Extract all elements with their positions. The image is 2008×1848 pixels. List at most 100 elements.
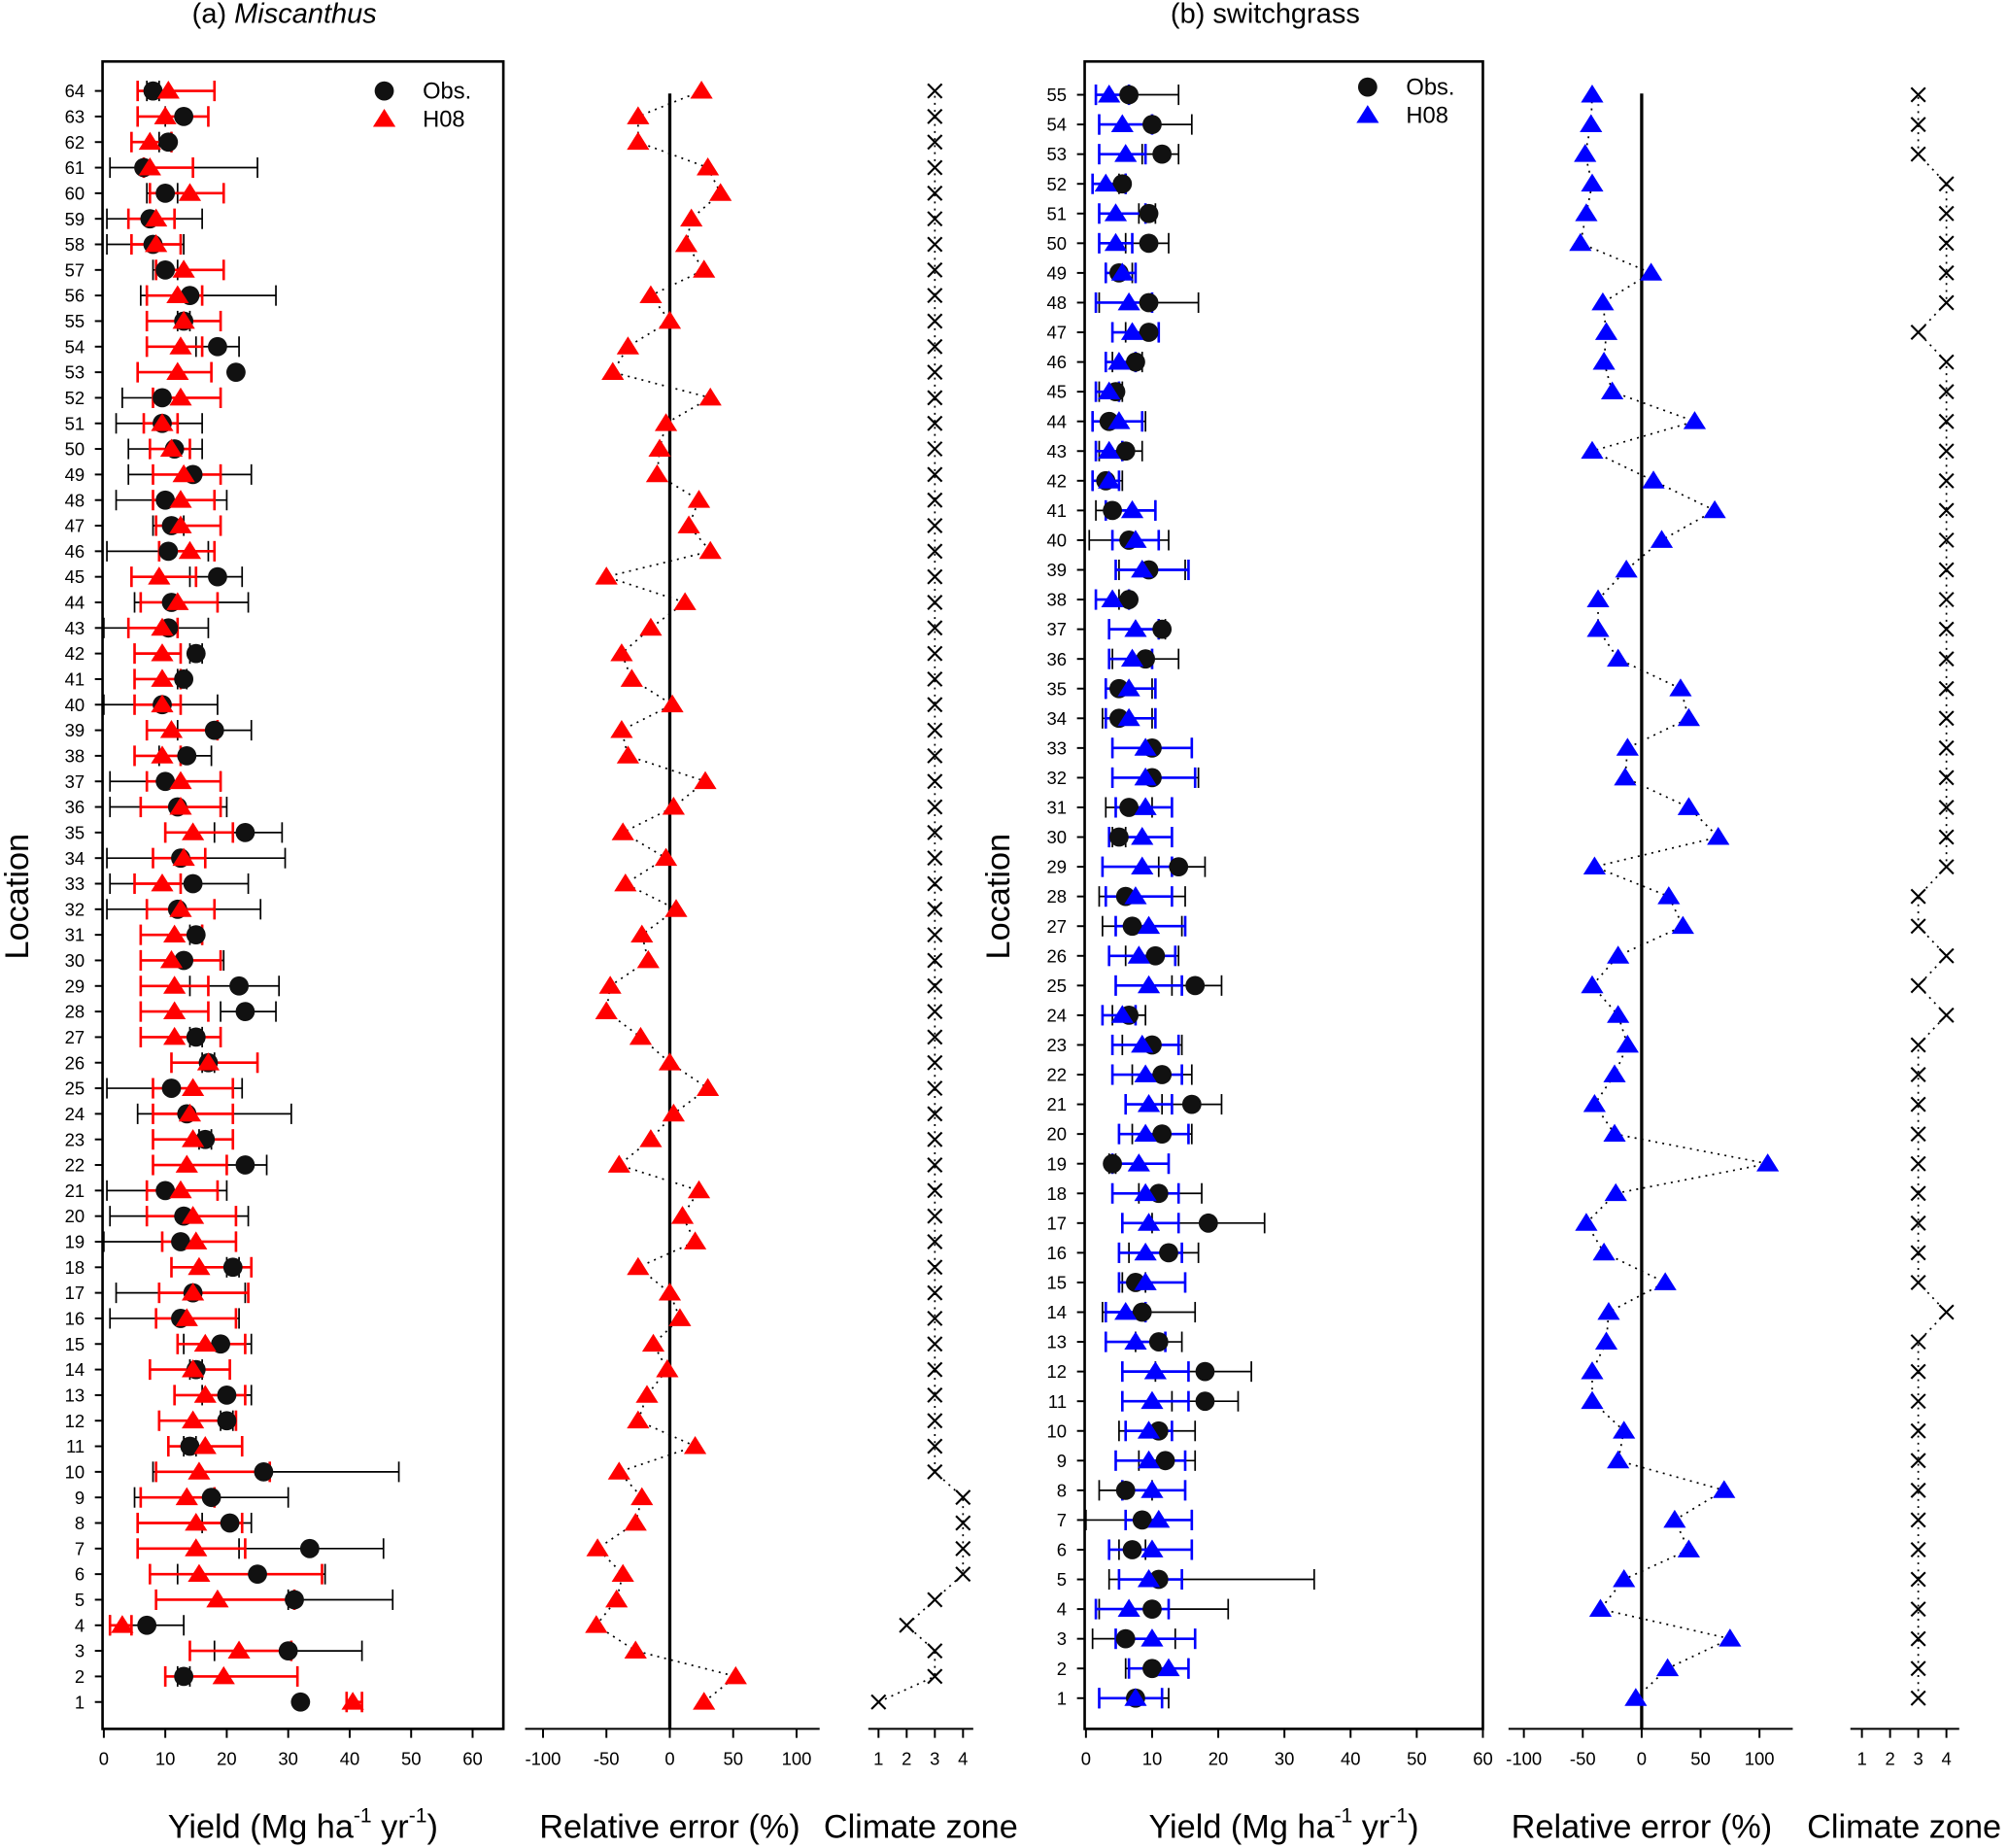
relerr-point [635,1385,659,1403]
relerr-point [641,1333,665,1352]
location-30 [139,949,225,972]
y-tick-label: 18 [1047,1183,1068,1204]
y-tick-label: 19 [65,1232,85,1252]
y-tick-label: 41 [65,669,85,690]
y-tick-label: 35 [65,822,85,842]
h08-point [341,1692,364,1710]
location-27 [139,1026,222,1047]
y-tick-label: 4 [1057,1599,1067,1620]
location-26 [1107,945,1180,967]
location-13 [173,1385,253,1406]
obs-point [155,771,176,792]
obs-point [1145,945,1166,966]
obs-point [229,975,249,996]
location-48 [1094,291,1200,314]
h08-point [163,1001,187,1020]
y-tick-label: 44 [1047,411,1068,431]
relerr-point [616,336,640,355]
relerr-point [1640,262,1663,281]
x-tick-label: 3 [930,1748,939,1768]
zone-point [927,338,943,355]
relerr-point [687,1180,711,1199]
relerr-point [1600,381,1624,400]
obs-point [1115,441,1136,462]
y-tick-label: 52 [65,388,85,408]
y-tick-label: 33 [1047,737,1068,758]
location-13 [1104,1331,1183,1352]
zone-point [1938,770,1955,786]
obs-point [1195,1391,1215,1412]
y-tick-label: 11 [66,1436,85,1456]
h08-point [1157,1658,1180,1677]
location-17 [1120,1213,1266,1234]
zone-point [1910,117,1926,133]
h08-point [1110,114,1134,133]
location-61 [109,156,258,179]
zone-point [1910,325,1926,341]
x-axis-label-part: Yield (Mg ha [1148,1808,1335,1845]
h08-point [1131,826,1154,845]
obs-point [1126,352,1145,372]
x-tick-label: 0 [1637,1748,1647,1768]
zone-point [927,83,943,99]
y-tick-label: 39 [1047,560,1068,580]
zone-point [955,1489,971,1506]
zone-point [1910,1245,1926,1261]
obs-point [222,1257,243,1278]
zone-point [927,1131,943,1147]
location-43 [1094,440,1143,462]
y-tick-label: 48 [65,490,85,510]
yield-plot-frame [101,59,505,1730]
h08-point [1134,1123,1157,1143]
zone-point [1938,384,1955,400]
zone-point [927,773,943,790]
y-tick-label: 50 [65,439,85,460]
h08-point [1110,1005,1134,1023]
h08-point [1094,173,1117,192]
location-52 [1091,173,1133,194]
zone-point [927,568,943,585]
zone-point [927,1284,943,1301]
relerr-point [1683,411,1707,429]
location-58 [106,233,185,256]
zone-point [1910,918,1926,935]
location-33 [1110,737,1194,759]
relerr-point [1592,1242,1616,1261]
y-tick-label: 47 [65,516,85,536]
h08-point [169,336,192,355]
location-44 [133,592,250,613]
obs-point [1195,1361,1215,1382]
location-54 [1098,114,1193,135]
relerr-point [605,1589,629,1608]
y-tick-label: 5 [1057,1569,1067,1590]
location-25 [1114,975,1223,996]
legend-obs-marker [374,81,394,101]
h08-point [1120,648,1144,667]
y-tick-label: 43 [1047,441,1068,462]
h08-point [169,490,192,508]
location-37 [109,770,222,792]
zone-point [1938,799,1955,815]
location-29 [139,975,281,997]
zone-point [1910,1215,1926,1231]
location-5 [1107,1568,1315,1591]
obs-point [1139,203,1159,223]
relerr-point [586,1538,609,1557]
climate-zone-plot: 1 2 3 4 Climate zone [1807,86,2001,1845]
y-tick-label: 51 [65,413,85,433]
h08-point [169,515,192,533]
h08-point [1140,1539,1164,1557]
relerr-point [1581,440,1604,460]
y-tick-label: 2 [1057,1659,1067,1679]
h08-point [1098,440,1121,460]
x-tick-label: 0 [664,1748,674,1768]
zone-point [1910,86,1926,103]
zone-point [927,1208,943,1224]
h08-point [182,822,205,840]
zone-point [927,1386,943,1403]
location-18 [1110,1182,1203,1204]
x-axis-label-part: ) [1408,1808,1418,1845]
location-46 [1104,352,1145,373]
legend-obs-label: Obs. [1406,76,1454,101]
location-32 [1110,767,1200,788]
